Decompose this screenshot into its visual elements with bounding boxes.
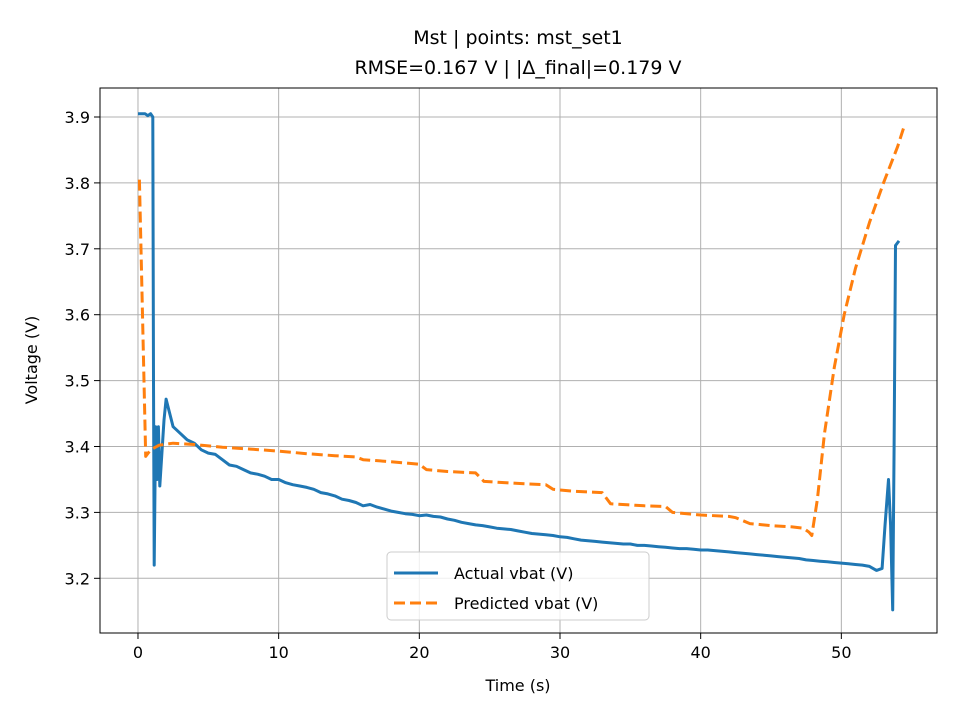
y-tick-label: 3.4 — [65, 438, 90, 457]
y-tick-label: 3.7 — [65, 240, 90, 259]
series-line-predicted — [137, 124, 907, 537]
legend: Actual vbat (V) Predicted vbat (V) — [386, 551, 650, 621]
y-axis-label: Voltage (V) — [22, 316, 41, 405]
y-tick-label: 3.5 — [65, 372, 90, 391]
legend-box — [386, 551, 650, 621]
gridlines — [100, 88, 937, 633]
y-tick-label: 3.6 — [65, 306, 90, 325]
legend-label-actual: Actual vbat (V) — [454, 564, 573, 583]
x-tick-label: 10 — [268, 643, 288, 662]
chart-title: Mst | points: mst_set1 — [413, 27, 623, 49]
x-tick-label: 40 — [690, 643, 710, 662]
x-axis-label: Time (s) — [484, 676, 550, 695]
series-layer — [137, 112, 907, 612]
x-tick-label: 50 — [831, 643, 851, 662]
y-tick-label: 3.3 — [65, 503, 90, 522]
x-tick-label: 0 — [133, 643, 143, 662]
y-tick-label: 3.2 — [65, 569, 90, 588]
chart-subtitle: RMSE=0.167 V | |Δ_final|=0.179 V — [354, 57, 681, 79]
y-tick-label: 3.9 — [65, 108, 90, 127]
x-tick-label: 20 — [409, 643, 429, 662]
plot-frame — [99, 87, 938, 634]
y-tick-label: 3.8 — [65, 174, 90, 193]
axis-ticks: 0 10 20 30 40 50 3.2 3.3 3.4 3.5 3.6 3.7 3.8 3.9 — [65, 108, 852, 662]
series-line-actual — [138, 112, 901, 612]
x-tick-label: 30 — [550, 643, 570, 662]
legend-label-predicted: Predicted vbat (V) — [454, 594, 598, 613]
